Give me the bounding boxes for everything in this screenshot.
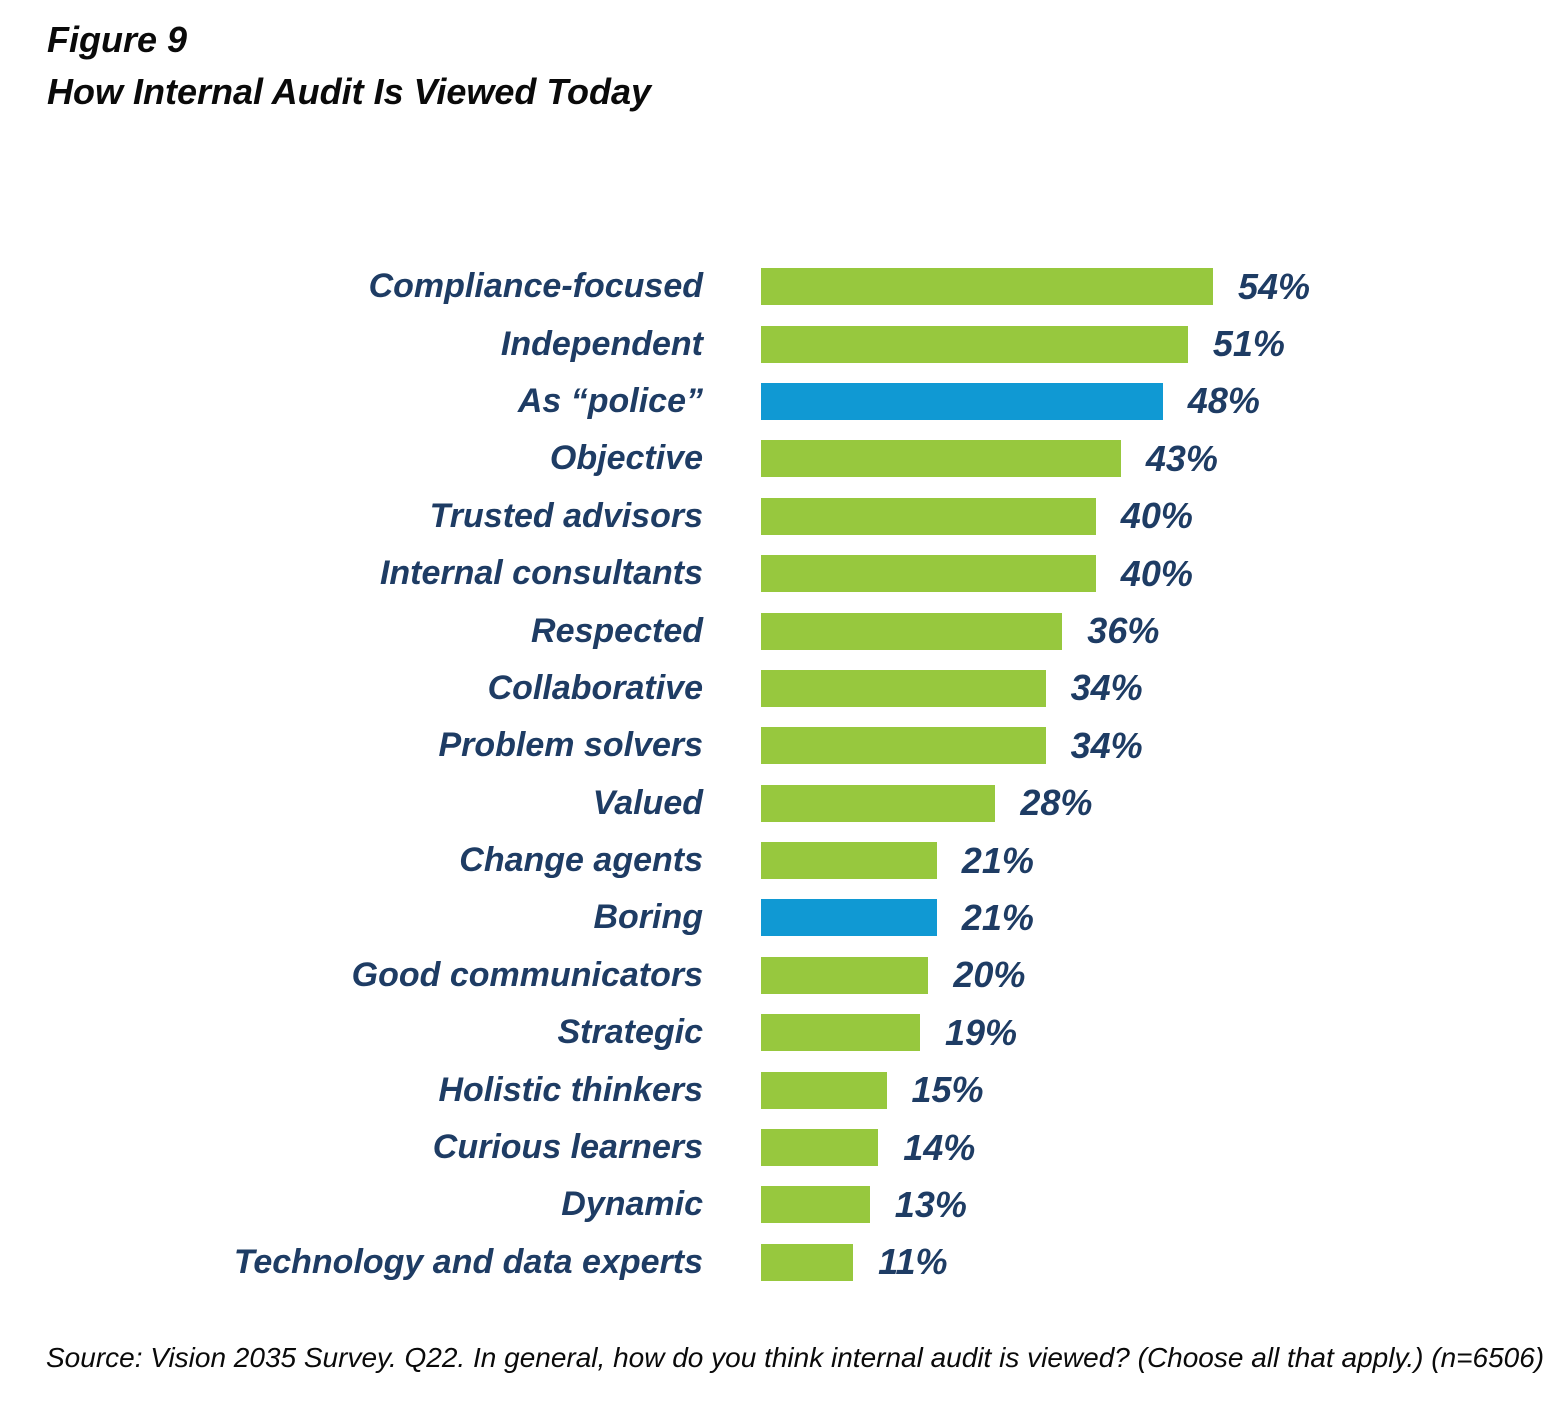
chart-row: Boring 21%: [0, 889, 1549, 946]
figure-label: Figure 9: [47, 19, 188, 60]
bar: [761, 669, 1046, 707]
chart-row: Collaborative 34%: [0, 660, 1549, 717]
bar-area: 15%: [761, 1069, 984, 1111]
bar: [761, 612, 1063, 650]
category-label: Dynamic: [561, 1185, 703, 1224]
category-label: Technology and data experts: [233, 1242, 703, 1281]
bar-area: 54%: [761, 266, 1310, 308]
category-label: Internal consultants: [379, 554, 703, 593]
value-label: 21%: [961, 896, 1034, 938]
category-label: Trusted advisors: [429, 496, 703, 535]
bar: [761, 727, 1046, 765]
bar: [761, 555, 1096, 593]
category-label: Objective: [549, 439, 703, 478]
chart-row: Strategic 19%: [0, 1004, 1549, 1061]
value-label: 34%: [1070, 667, 1143, 709]
value-label: 43%: [1145, 437, 1218, 479]
horizontal-bar-chart: Compliance-focused 54% Independent 51% As “p…: [0, 258, 1549, 1291]
bar-highlighted: [761, 382, 1163, 420]
bar: [761, 1243, 854, 1281]
chart-row: Valued 28%: [0, 775, 1549, 832]
value-label: 15%: [911, 1069, 984, 1111]
bar-area: 51%: [761, 323, 1285, 365]
bar: [761, 497, 1096, 535]
bar-area: 28%: [761, 782, 1092, 824]
chart-row: Change agents 21%: [0, 832, 1549, 889]
chart-row: Trusted advisors 40%: [0, 488, 1549, 545]
category-label: Holistic thinkers: [438, 1070, 703, 1109]
bar-area: 21%: [761, 840, 1034, 882]
chart-row: As “police” 48%: [0, 373, 1549, 430]
category-label: Good communicators: [351, 955, 703, 994]
bar-area: 20%: [761, 954, 1025, 996]
value-label: 19%: [945, 1011, 1018, 1053]
value-label: 54%: [1238, 265, 1311, 307]
chart-row: Compliance-focused 54%: [0, 258, 1549, 315]
bar-area: 13%: [761, 1184, 967, 1226]
bar-highlighted: [761, 899, 937, 937]
bar-area: 43%: [761, 438, 1218, 480]
chart-row: Holistic thinkers 15%: [0, 1061, 1549, 1118]
category-label: Strategic: [557, 1013, 704, 1052]
chart-row: Dynamic 13%: [0, 1176, 1549, 1233]
bar: [761, 1186, 870, 1224]
value-label: 48%: [1187, 380, 1260, 422]
value-label: 13%: [894, 1183, 967, 1225]
bar: [761, 325, 1188, 363]
bar: [761, 1071, 887, 1109]
bar: [761, 1014, 920, 1052]
category-label: Independent: [500, 324, 703, 363]
bar: [761, 1129, 879, 1167]
value-label: 51%: [1212, 323, 1285, 365]
bar: [761, 268, 1213, 306]
value-label: 40%: [1120, 495, 1193, 537]
value-label: 21%: [961, 839, 1034, 881]
chart-row: Curious learners 14%: [0, 1119, 1549, 1176]
value-label: 36%: [1087, 610, 1160, 652]
bar-area: 21%: [761, 897, 1034, 939]
chart-row: Good communicators 20%: [0, 947, 1549, 1004]
chart-row: Internal consultants 40%: [0, 545, 1549, 602]
bar-area: 36%: [761, 610, 1159, 652]
chart-row: Independent 51%: [0, 315, 1549, 372]
chart-row: Respected 36%: [0, 602, 1549, 659]
bar: [761, 784, 996, 822]
category-label: Problem solvers: [438, 726, 703, 765]
category-label: Compliance-focused: [368, 267, 703, 306]
category-label: Boring: [593, 898, 703, 937]
bar-area: 11%: [761, 1241, 947, 1283]
value-label: 34%: [1070, 724, 1143, 766]
value-label: 28%: [1020, 782, 1093, 824]
bar-area: 14%: [761, 1127, 975, 1169]
category-label: Respected: [531, 611, 703, 650]
chart-row: Problem solvers 34%: [0, 717, 1549, 774]
bar: [761, 956, 929, 994]
bar-area: 40%: [761, 553, 1193, 595]
category-label: Valued: [592, 783, 703, 822]
category-label: Curious learners: [432, 1128, 703, 1167]
bar-area: 19%: [761, 1012, 1017, 1054]
bar-area: 34%: [761, 667, 1143, 709]
value-label: 40%: [1120, 552, 1193, 594]
chart-row: Objective 43%: [0, 430, 1549, 487]
bar: [761, 842, 937, 880]
figure-header: Figure 9 How Internal Audit Is Viewed To…: [47, 18, 651, 113]
bar-area: 48%: [761, 380, 1260, 422]
category-label: As “police”: [517, 381, 703, 420]
value-label: 11%: [878, 1241, 948, 1283]
figure-title: How Internal Audit Is Viewed Today: [47, 71, 652, 113]
category-label: Collaborative: [487, 668, 703, 707]
source-note: Source: Vision 2035 Survey. Q22. In gene…: [46, 1342, 1545, 1373]
bar-area: 34%: [761, 725, 1143, 767]
chart-row: Technology and data experts 11%: [0, 1234, 1549, 1291]
bar-area: 40%: [761, 495, 1193, 537]
bar: [761, 440, 1121, 478]
value-label: 14%: [903, 1126, 976, 1168]
value-label: 20%: [953, 954, 1026, 996]
category-label: Change agents: [459, 841, 703, 880]
